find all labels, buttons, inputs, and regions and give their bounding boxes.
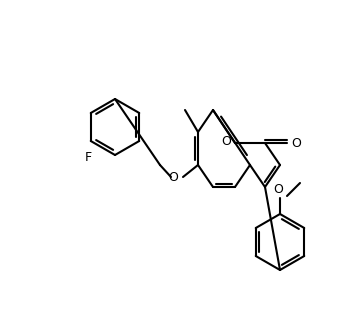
Text: O: O [273,183,283,196]
Text: O: O [291,136,301,149]
Text: F: F [85,151,92,164]
Text: O: O [221,134,231,147]
Text: O: O [168,171,178,184]
